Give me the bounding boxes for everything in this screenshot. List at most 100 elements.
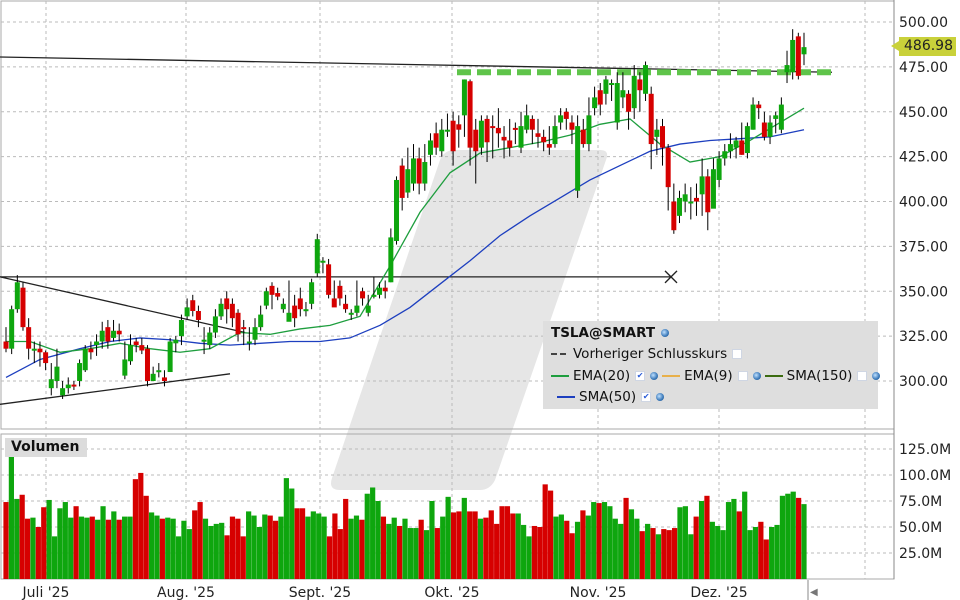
settings-icon[interactable] [752,372,761,380]
visibility-checkbox[interactable]: ✔ [641,392,652,402]
candle[interactable] [382,287,388,292]
candle[interactable] [326,264,332,295]
volume-bar[interactable] [671,528,678,579]
volume-bar[interactable] [423,530,430,579]
candle[interactable] [580,129,586,145]
candle[interactable] [371,294,377,297]
candle[interactable] [394,179,400,241]
candle[interactable] [609,83,615,86]
candle[interactable] [348,312,354,315]
volume-bar[interactable] [402,518,408,579]
volume-bar[interactable] [547,490,554,579]
candle[interactable] [727,144,733,152]
volume-bar[interactable] [650,528,656,579]
volume-bar[interactable] [569,533,575,579]
volume-bar[interactable] [246,511,252,579]
volume-bar[interactable] [725,502,732,579]
candle[interactable] [235,312,241,335]
sma50-line[interactable] [5,129,805,378]
candle[interactable] [422,162,428,184]
candle[interactable] [427,140,433,155]
volume-bar[interactable] [310,511,316,579]
volume-bar[interactable] [256,527,263,579]
visibility-checkbox[interactable] [857,371,868,381]
candle[interactable] [105,327,111,342]
candle[interactable] [161,377,167,381]
candle[interactable] [535,133,541,137]
candle[interactable] [156,370,162,373]
candle[interactable] [575,126,581,191]
volume-bar[interactable] [229,516,236,579]
volume-bar[interactable] [596,503,602,579]
candle[interactable] [552,126,558,145]
candle[interactable] [297,298,303,310]
candle[interactable] [224,298,230,310]
candle[interactable] [643,65,649,94]
settings-icon[interactable] [656,393,665,401]
volume-bar[interactable] [208,525,214,579]
candle[interactable] [82,348,88,371]
volume-bar[interactable] [698,501,705,579]
candle[interactable] [309,282,315,304]
candle[interactable] [94,341,100,346]
volume-bar[interactable] [607,506,613,579]
volume-bar[interactable] [785,493,791,579]
candle[interactable] [744,126,750,154]
volume-bar[interactable] [639,531,645,579]
candle[interactable] [399,165,405,198]
volume-bar[interactable] [526,536,532,579]
candle[interactable] [790,39,796,73]
volume-bar[interactable] [337,529,343,579]
candle[interactable] [71,384,77,387]
candle[interactable] [756,104,762,109]
candle[interactable] [360,291,366,299]
volume-bar[interactable] [504,506,511,579]
candle[interactable] [546,144,552,148]
ema20-line[interactable] [6,107,805,353]
volume-bar[interactable] [251,515,257,579]
candle[interactable] [48,379,54,389]
volume-bar[interactable] [467,511,473,579]
candle[interactable] [501,136,507,141]
volume-bar[interactable] [666,530,672,579]
candle[interactable] [660,126,666,148]
candle[interactable] [43,352,49,364]
candle[interactable] [524,115,530,130]
volume-bar[interactable] [742,491,748,579]
candle[interactable] [439,129,445,152]
candle[interactable] [761,122,767,137]
candle[interactable] [212,316,218,333]
volume-bar[interactable] [801,504,807,579]
volume-bar[interactable] [321,516,327,579]
volume-bar[interactable] [138,472,144,579]
volume-bar[interactable] [305,516,311,579]
candle[interactable] [620,90,626,98]
candle[interactable] [405,169,411,193]
volume-bar[interactable] [343,498,349,579]
candle[interactable] [450,120,456,152]
volume-bar[interactable] [289,488,295,579]
volume-bar[interactable] [645,523,651,579]
volume-bar[interactable] [386,523,392,579]
volume-bar[interactable] [693,516,699,579]
candle[interactable] [280,303,286,310]
candle[interactable] [9,309,15,349]
volume-bar[interactable] [148,512,155,579]
volume-bar[interactable] [272,520,279,579]
volume-bar[interactable] [558,514,564,579]
volume-bar[interactable] [752,527,759,579]
candle[interactable] [292,305,298,319]
candle[interactable] [490,126,496,129]
trendline-end-marker[interactable] [664,270,678,284]
volume-bar[interactable] [219,522,225,579]
candle[interactable] [654,129,660,137]
volume-bar[interactable] [790,491,796,579]
volume-bar[interactable] [364,493,370,579]
candle[interactable] [665,147,671,188]
volume-bar[interactable] [159,518,165,579]
volume-bar[interactable] [407,528,413,579]
volume-bar[interactable] [499,506,505,579]
volume-bar[interactable] [95,519,101,579]
volume-bar[interactable] [332,513,338,579]
